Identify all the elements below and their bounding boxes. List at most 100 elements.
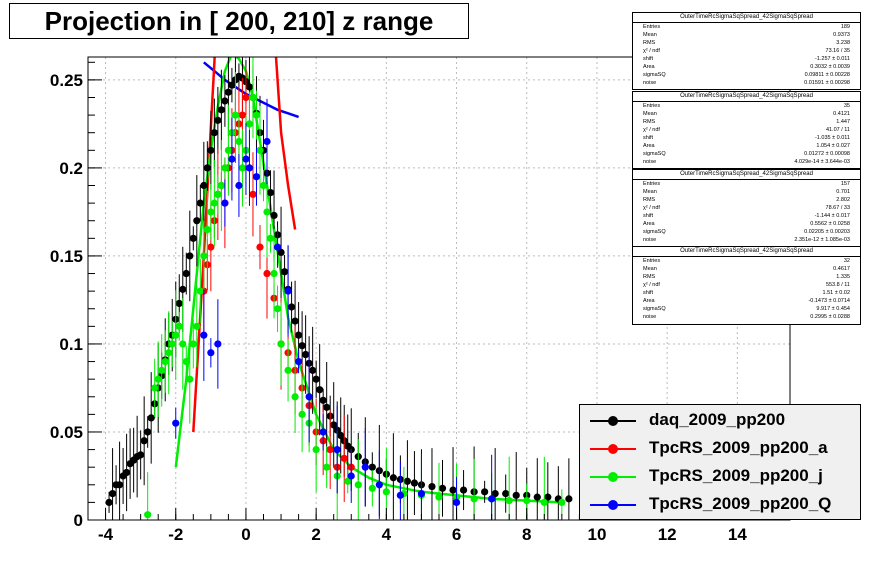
data-point	[291, 393, 299, 401]
data-point	[523, 497, 531, 505]
data-point	[295, 331, 303, 339]
data-point	[158, 366, 166, 374]
data-point	[214, 116, 222, 124]
data-point	[245, 164, 254, 172]
stats-row: χ² / ndf 78.67 / 33	[633, 204, 860, 212]
data-point	[533, 493, 541, 501]
data-point	[203, 225, 211, 234]
data-point	[540, 498, 548, 506]
data-point	[252, 111, 261, 119]
data-point	[245, 120, 254, 128]
stats-row: Mean 0.9373	[633, 31, 860, 39]
data-point	[179, 340, 187, 348]
stats-row: Area 0.5562 ± 0.0258	[633, 220, 860, 228]
stats-box: OuterTimeRcSigmaSqSpread_42SigmaSqSpread…	[632, 12, 861, 90]
y-tick-label: 0	[74, 511, 83, 530]
legend-entry-tpcrs-j: TpcRS_2009_pp200_j	[580, 463, 860, 491]
stats-key: Entries	[643, 258, 661, 264]
stats-value: 0.01591 ± 0.00298	[804, 80, 850, 86]
data-point	[151, 384, 159, 392]
y-tick-label: 0.15	[50, 247, 83, 266]
data-point	[291, 317, 299, 325]
data-point	[203, 164, 211, 172]
stats-row: Mean 0.701	[633, 188, 860, 196]
stats-value: 3.238	[836, 40, 850, 46]
legend-marker	[608, 500, 618, 510]
stats-key: Mean	[643, 32, 657, 38]
data-point	[200, 252, 208, 260]
data-point	[263, 137, 271, 146]
stats-key: shift	[643, 213, 654, 219]
stats-row: shift -1.144 ± 0.017	[633, 212, 860, 220]
stats-key: shift	[643, 56, 654, 62]
data-point	[228, 81, 236, 89]
stats-key: Area	[643, 143, 655, 149]
data-point	[295, 357, 303, 366]
stats-value: 73.16 / 35	[825, 48, 850, 54]
stats-key: sigmaSQ	[643, 151, 666, 157]
data-point	[277, 248, 285, 257]
x-tick-label: 12	[658, 525, 677, 544]
fit-curve-1	[192, 57, 297, 433]
data-point	[238, 164, 247, 172]
data-point	[309, 366, 317, 374]
data-point	[396, 491, 404, 499]
legend-entry-daq: daq_2009_pp200	[580, 407, 860, 435]
data-point	[354, 481, 362, 489]
stats-box: OuterTimeRcSigmaSqSpread_42SigmaSqSpread…	[632, 169, 861, 247]
data-point	[147, 414, 155, 422]
data-point	[558, 498, 566, 506]
data-point	[417, 489, 426, 498]
data-point	[210, 199, 218, 207]
data-point	[207, 208, 215, 216]
data-point	[312, 375, 320, 383]
stats-value: 0.4121	[833, 111, 850, 117]
data-point	[481, 488, 489, 496]
stats-value: -0.1473 ± 0.0714	[808, 298, 850, 304]
stats-value: 0.09811 ± 0.00228	[804, 72, 850, 78]
data-point	[565, 495, 573, 503]
stats-value: -1.144 ± 0.017	[814, 213, 850, 219]
stats-row: χ² / ndf 73.16 / 35	[633, 47, 860, 55]
data-point	[238, 111, 247, 119]
x-tick-label: -2	[168, 525, 183, 544]
stats-key: RMS	[643, 119, 656, 125]
data-point	[298, 410, 306, 418]
data-point	[270, 269, 278, 278]
stats-value: 32	[843, 258, 850, 264]
data-point	[196, 199, 204, 207]
data-point	[428, 482, 436, 491]
data-point	[287, 303, 296, 311]
stats-key: shift	[643, 290, 654, 296]
data-point	[161, 357, 169, 366]
stats-value: 4.029e-14 ± 3.644e-03	[794, 159, 850, 165]
data-point	[347, 472, 355, 480]
data-point	[200, 331, 208, 339]
y-tick-label: 0.1	[59, 335, 83, 354]
data-point	[277, 340, 285, 348]
data-point	[368, 463, 376, 471]
legend-label: daq_2009_pp200	[649, 410, 786, 429]
x-tick-label: 4	[382, 525, 392, 544]
stats-row: Area 0.3032 ± 0.0039	[633, 63, 860, 71]
data-point	[252, 173, 261, 181]
data-point	[403, 477, 412, 485]
data-point	[280, 268, 289, 276]
stats-row: Mean 0.4617	[633, 265, 860, 273]
data-point	[375, 481, 383, 489]
chart-title: Projection in [ 200, 210] z range	[44, 6, 434, 36]
data-point	[231, 111, 240, 119]
stats-key: sigmaSQ	[643, 72, 666, 78]
data-point	[449, 486, 457, 494]
stats-title: OuterTimeRcSigmaSqSpread_42SigmaSqSpread	[633, 170, 860, 180]
stats-row: sigmaSQ 9.917 ± 0.454	[633, 305, 860, 313]
x-tick-label: 0	[241, 525, 250, 544]
y-tick-label: 0.25	[50, 71, 83, 90]
data-point	[193, 322, 201, 330]
data-point	[284, 366, 292, 374]
stats-row: Area -0.1473 ± 0.0714	[633, 297, 860, 305]
series-1	[200, 67, 355, 502]
stats-row: Mean 0.4121	[633, 110, 860, 118]
stats-row: noise 0.01591 ± 0.00298	[633, 79, 860, 87]
stats-box: OuterTimeRcSigmaSqSpread_42SigmaSqSpread…	[632, 246, 861, 325]
